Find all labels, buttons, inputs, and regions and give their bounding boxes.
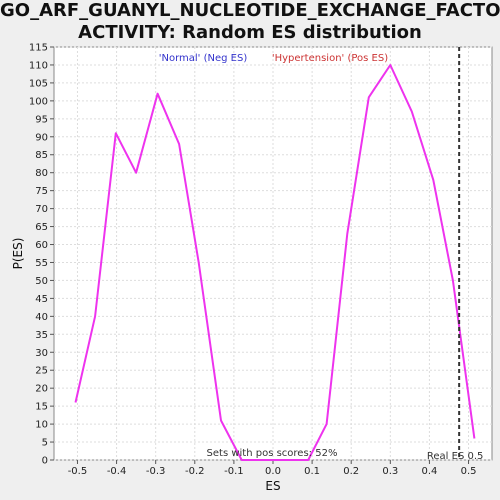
real-es-label: Real ES 0.5 bbox=[427, 451, 483, 462]
y-tick-label: 60 bbox=[35, 240, 48, 251]
x-tick-label: 0.3 bbox=[382, 466, 398, 477]
x-tick-label: 0.4 bbox=[421, 466, 437, 477]
y-tick-label: 5 bbox=[42, 438, 48, 449]
x-axis-label: ES bbox=[265, 479, 280, 493]
y-tick-label: 30 bbox=[35, 348, 48, 359]
y-tick-label: 35 bbox=[35, 330, 48, 341]
x-tick-label: -0.1 bbox=[224, 466, 244, 477]
y-tick-label: 20 bbox=[35, 384, 48, 395]
y-tick-label: 105 bbox=[29, 78, 48, 89]
y-tick-label: 100 bbox=[29, 96, 48, 107]
x-tick-label: 0.5 bbox=[461, 466, 477, 477]
es-distribution-line bbox=[74, 64, 476, 461]
y-tick-label: 55 bbox=[35, 258, 48, 269]
y-axis-label: P(ES) bbox=[11, 238, 25, 270]
x-tick-label: -0.4 bbox=[107, 466, 127, 477]
x-tick-label: 0.0 bbox=[265, 466, 281, 477]
y-tick-label: 50 bbox=[35, 276, 48, 287]
grid-lines bbox=[54, 46, 492, 461]
x-tick-label: -0.2 bbox=[185, 466, 205, 477]
x-tick-label: 0.1 bbox=[304, 466, 320, 477]
y-tick-label: 90 bbox=[35, 132, 48, 143]
x-axis-ticks: -0.5 -0.4 -0.3 -0.2 -0.1 0.0 0.1 0.2 0.3 0.4 0.5 bbox=[68, 460, 477, 477]
y-tick-label: 45 bbox=[35, 294, 48, 305]
y-axis-ticks: 0 5 10 15 20 25 30 35 40 45 50 55 60 65 70 75 80 85 90 95 10… bbox=[29, 43, 54, 467]
chart-title: GO_ARF_GUANYL_NUCLEOTIDE_EXCHANGE_FACTOR… bbox=[0, 0, 500, 44]
y-tick-label: 65 bbox=[35, 222, 48, 233]
y-tick-label: 75 bbox=[35, 186, 48, 197]
chart-title-line-2: ACTIVITY: Random ES distribution bbox=[78, 22, 422, 43]
x-tick-label: 0.2 bbox=[343, 466, 359, 477]
y-tick-label: 85 bbox=[35, 150, 48, 161]
chart-title-line-1: GO_ARF_GUANYL_NUCLEOTIDE_EXCHANGE_FACTOR… bbox=[0, 0, 500, 21]
pos-es-label: 'Hypertension' (Pos ES) bbox=[272, 53, 388, 64]
x-tick-label: -0.3 bbox=[146, 466, 166, 477]
y-tick-label: 40 bbox=[35, 312, 48, 323]
y-tick-label: 70 bbox=[35, 204, 48, 215]
y-tick-label: 25 bbox=[35, 366, 48, 377]
y-tick-label: 95 bbox=[35, 114, 48, 125]
y-tick-label: 0 bbox=[42, 456, 48, 467]
y-tick-label: 15 bbox=[35, 402, 48, 413]
y-tick-label: 115 bbox=[29, 43, 48, 54]
y-tick-label: 80 bbox=[35, 168, 48, 179]
sets-pos-scores-label: Sets with pos scores: 52% bbox=[207, 448, 338, 459]
x-tick-label: -0.5 bbox=[68, 466, 88, 477]
y-tick-label: 110 bbox=[29, 60, 48, 71]
neg-es-label: 'Normal' (Neg ES) bbox=[159, 53, 248, 64]
y-tick-label: 10 bbox=[35, 420, 48, 431]
